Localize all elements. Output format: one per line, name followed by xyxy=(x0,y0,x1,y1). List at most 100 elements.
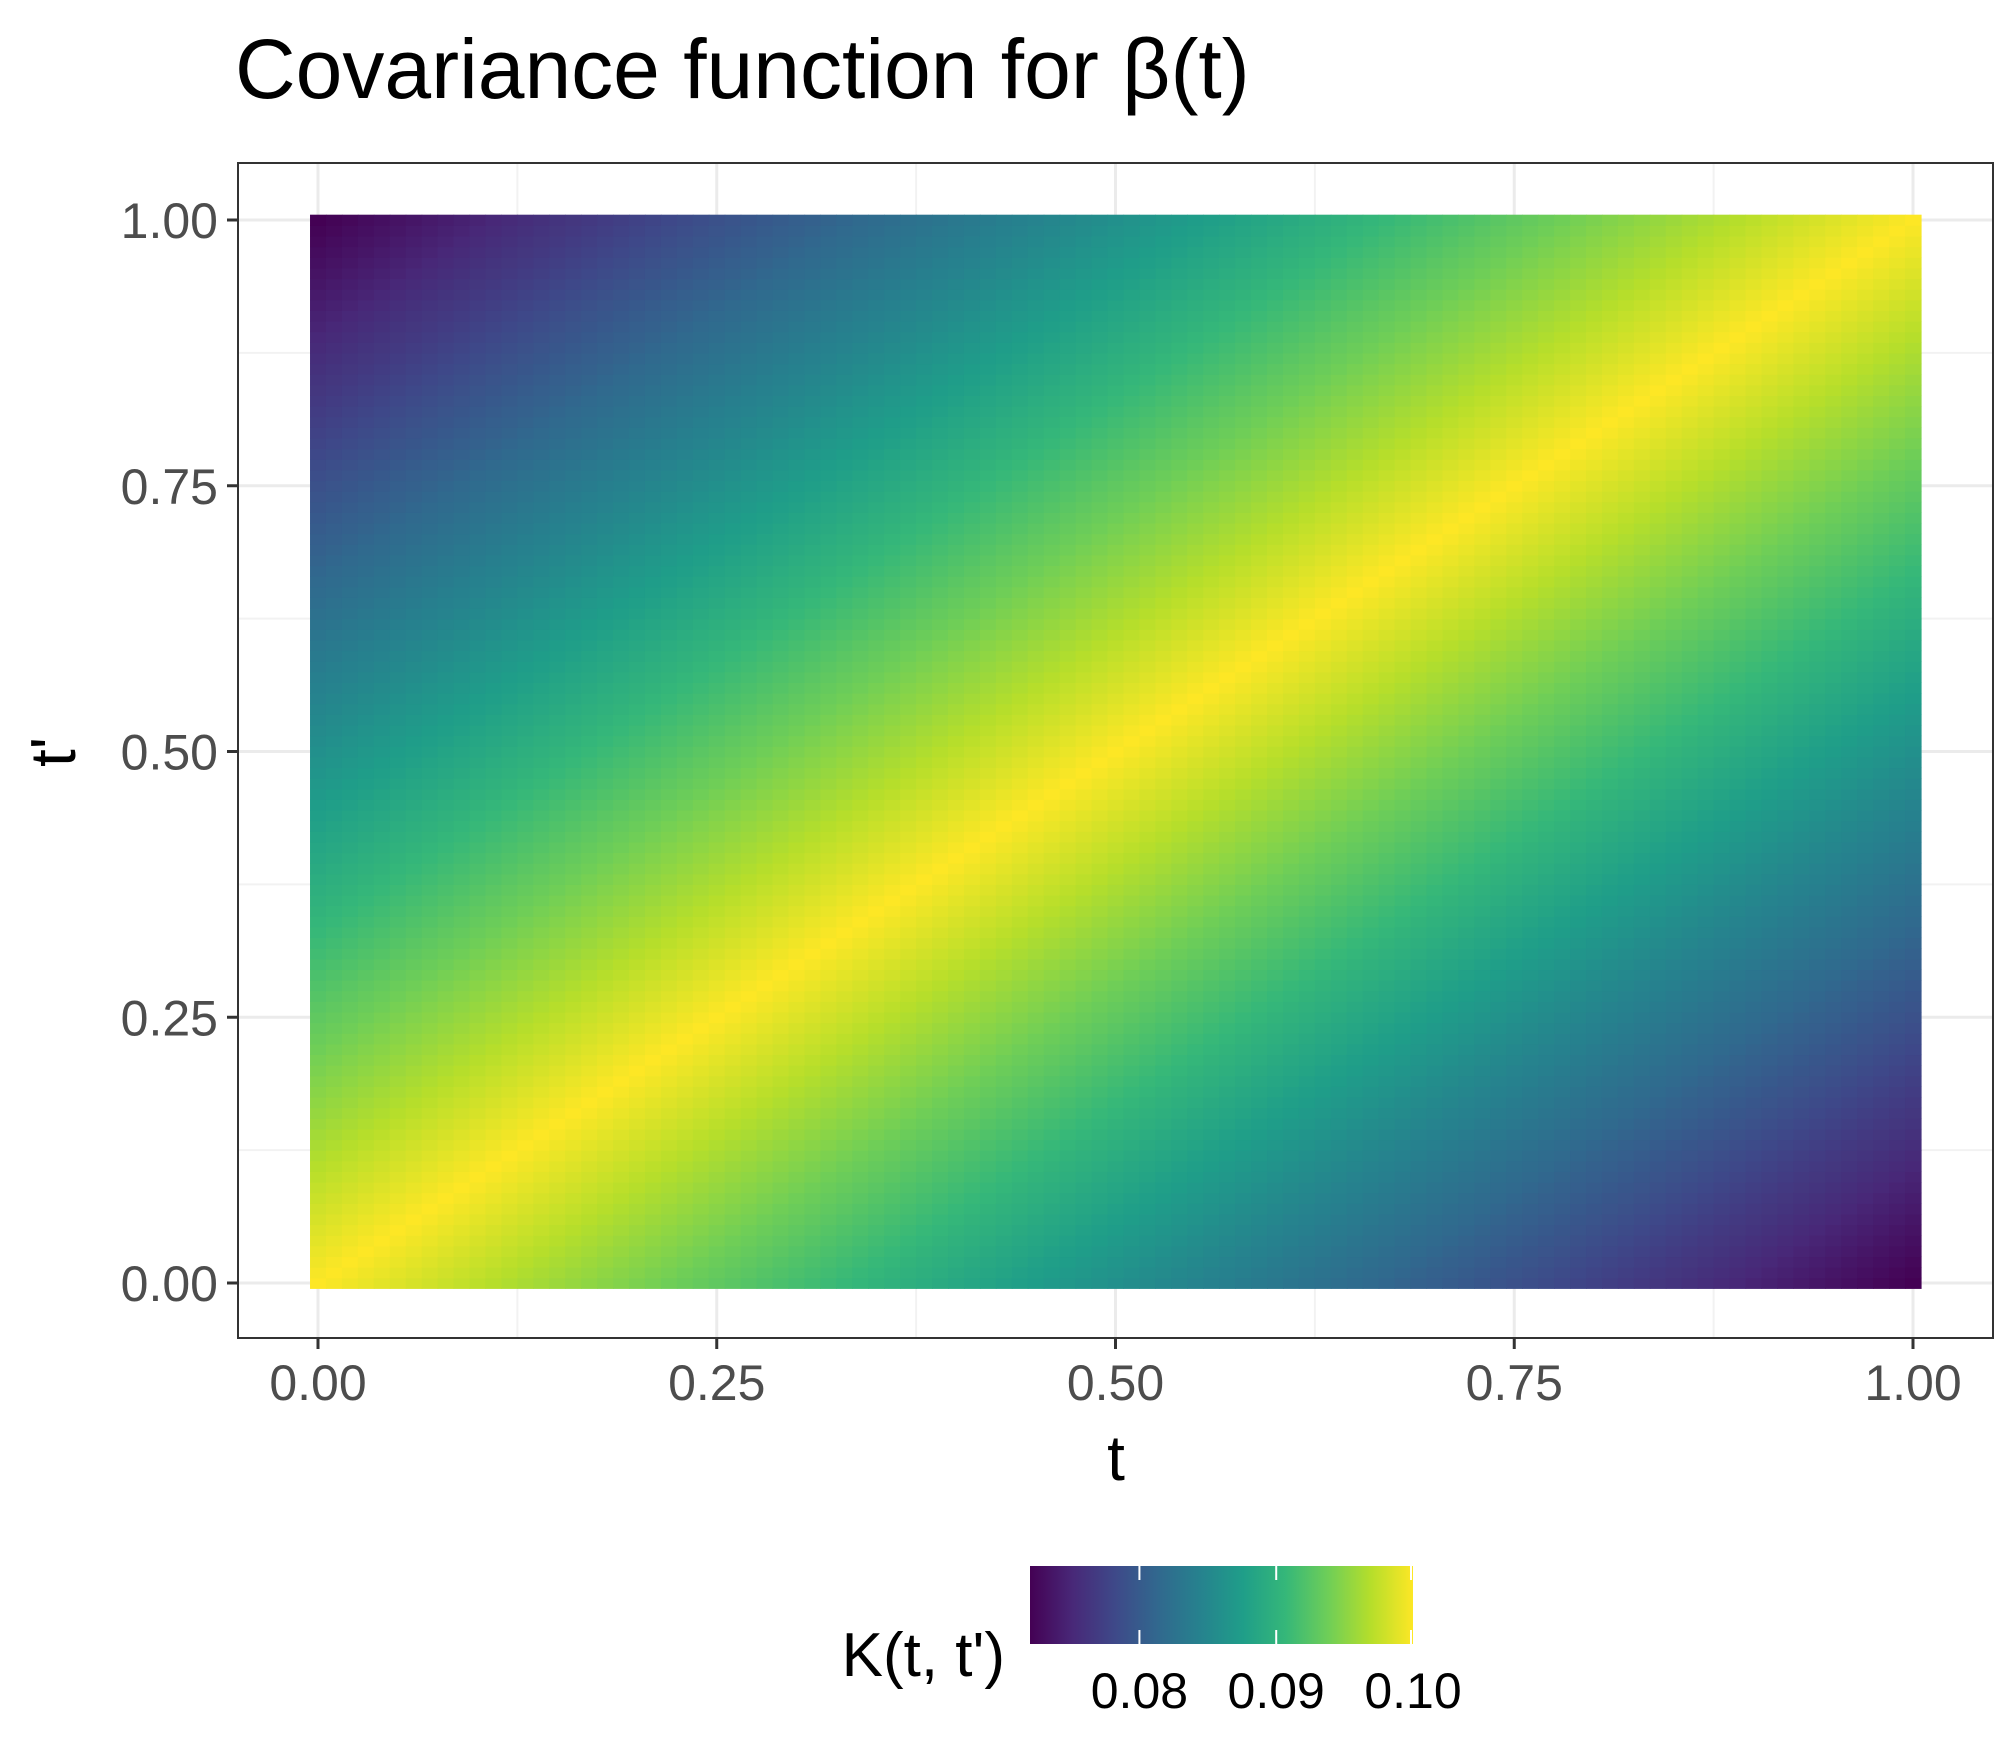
heatmap-cell xyxy=(1043,884,1061,896)
heatmap-cell xyxy=(453,416,471,428)
heatmap-cell xyxy=(373,1139,391,1151)
heatmap-cell xyxy=(1075,437,1093,450)
heatmap-cell xyxy=(1043,1267,1061,1279)
heatmap-cell xyxy=(1011,331,1029,343)
heatmap-cell xyxy=(804,650,822,662)
heatmap-cell xyxy=(1027,682,1045,694)
heatmap-cell xyxy=(405,363,423,375)
heatmap-cell xyxy=(772,1107,790,1119)
heatmap-cell xyxy=(963,1256,981,1268)
heatmap-cell xyxy=(724,852,742,864)
heatmap-cell xyxy=(325,831,343,843)
heatmap-cell xyxy=(660,607,678,620)
heatmap-cell xyxy=(676,895,694,907)
heatmap-cell xyxy=(884,459,901,471)
heatmap-cell xyxy=(469,469,487,482)
heatmap-cell xyxy=(708,788,726,800)
heatmap-cell xyxy=(453,607,471,620)
heatmap-cell xyxy=(820,384,837,396)
heatmap-cell xyxy=(310,969,327,981)
heatmap-cell xyxy=(437,267,455,280)
heatmap-cell xyxy=(533,682,550,694)
heatmap-cell xyxy=(485,618,503,630)
heatmap-cell xyxy=(517,948,534,960)
heatmap-cell xyxy=(836,629,853,641)
heatmap-cell xyxy=(724,1245,742,1258)
heatmap-cell xyxy=(804,1277,822,1289)
heatmap-cell xyxy=(341,1277,359,1289)
heatmap-cell xyxy=(1043,1171,1061,1183)
heatmap-cell xyxy=(581,437,598,450)
heatmap-cell xyxy=(310,448,327,460)
heatmap-cell xyxy=(724,374,742,386)
heatmap-cell xyxy=(373,1022,391,1034)
heatmap-cell xyxy=(900,352,917,365)
heatmap-cell xyxy=(1075,756,1093,769)
heatmap-cell xyxy=(1043,1213,1061,1226)
heatmap-cell xyxy=(932,948,949,960)
heatmap-cell xyxy=(804,1118,822,1130)
heatmap-cell xyxy=(389,1235,407,1247)
heatmap-cell xyxy=(1027,852,1045,864)
heatmap-cell xyxy=(756,650,774,662)
heatmap-cell xyxy=(820,841,837,854)
heatmap-cell xyxy=(724,448,742,460)
heatmap-cell xyxy=(852,1001,869,1013)
heatmap-cell xyxy=(501,863,518,875)
heatmap-cell xyxy=(1027,1075,1045,1087)
heatmap-cell xyxy=(565,554,582,567)
heatmap-cell xyxy=(676,289,694,301)
heatmap-cell xyxy=(517,884,534,896)
heatmap-cell xyxy=(995,905,1013,917)
heatmap-cell xyxy=(485,756,503,769)
heatmap-cell xyxy=(613,544,630,556)
heatmap-cell xyxy=(708,926,726,939)
heatmap-cell xyxy=(485,895,503,907)
heatmap-cell xyxy=(310,1065,327,1077)
heatmap-cell xyxy=(644,406,662,418)
heatmap-cell xyxy=(1043,214,1061,226)
heatmap-cell xyxy=(549,873,566,885)
heatmap-cell xyxy=(421,480,439,492)
heatmap-cell xyxy=(629,788,646,800)
heatmap-cell xyxy=(405,1128,423,1141)
heatmap-cell xyxy=(453,629,471,641)
heatmap-cell xyxy=(453,501,471,513)
heatmap-cell xyxy=(1075,916,1093,928)
heatmap-cell xyxy=(756,278,774,290)
heatmap-cell xyxy=(357,469,375,482)
heatmap-cell xyxy=(900,1235,917,1247)
heatmap-cell xyxy=(533,214,550,226)
heatmap-cell xyxy=(1059,427,1077,439)
heatmap-cell xyxy=(852,1086,869,1098)
heatmap-cell xyxy=(1059,1213,1077,1226)
heatmap-cell xyxy=(565,1182,582,1194)
heatmap-cell xyxy=(581,671,598,683)
heatmap-cell xyxy=(916,863,933,875)
heatmap-cell xyxy=(357,703,375,715)
heatmap-cell xyxy=(1027,597,1045,609)
heatmap-cell xyxy=(1027,246,1045,258)
heatmap-cell xyxy=(1059,905,1077,917)
heatmap-cell xyxy=(437,735,455,747)
heatmap-cell xyxy=(613,257,630,269)
heatmap-cell xyxy=(501,969,518,981)
heatmap-cell xyxy=(325,480,343,492)
heatmap-cell xyxy=(453,841,471,854)
heatmap-cell xyxy=(613,459,630,471)
heatmap-cell xyxy=(900,682,917,694)
heatmap-cell xyxy=(676,1107,694,1119)
heatmap-cell xyxy=(916,1277,933,1289)
heatmap-cell xyxy=(772,1267,790,1279)
heatmap-cell xyxy=(325,607,343,620)
heatmap-cell xyxy=(756,448,774,460)
heatmap-cell xyxy=(995,618,1013,630)
heatmap-cell xyxy=(565,746,582,758)
heatmap-cell xyxy=(533,469,550,482)
heatmap-cell xyxy=(341,980,359,992)
heatmap-cell xyxy=(1075,586,1093,598)
heatmap-cell xyxy=(310,501,327,513)
heatmap-cell xyxy=(1027,289,1045,301)
heatmap-cell xyxy=(357,1011,375,1024)
heatmap-cell xyxy=(549,693,566,705)
